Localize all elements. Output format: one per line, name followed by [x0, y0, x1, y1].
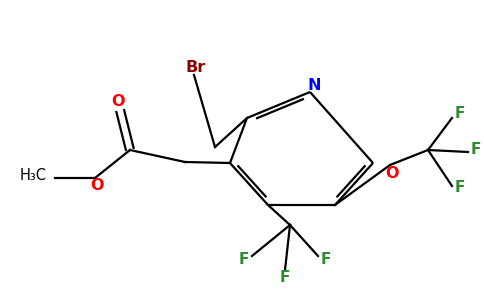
Text: Br: Br	[186, 59, 206, 74]
Text: O: O	[90, 178, 104, 194]
Text: F: F	[455, 106, 465, 122]
Text: F: F	[455, 181, 465, 196]
Text: F: F	[321, 253, 331, 268]
Text: F: F	[471, 142, 481, 158]
Text: N: N	[307, 77, 321, 92]
Text: H₃C: H₃C	[20, 169, 47, 184]
Text: O: O	[385, 167, 399, 182]
Text: F: F	[239, 253, 249, 268]
Text: O: O	[111, 94, 125, 110]
Text: F: F	[280, 271, 290, 286]
